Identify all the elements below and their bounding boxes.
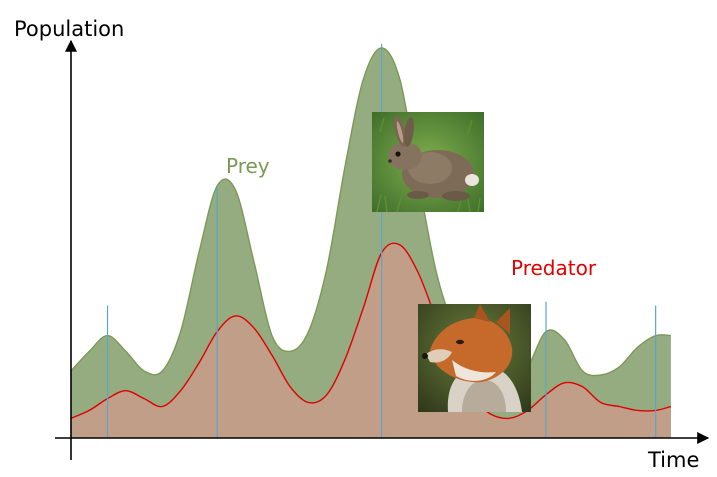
prey-series-label: Prey [226, 154, 270, 178]
rabbit-image [372, 112, 484, 213]
plot-area [70, 47, 672, 439]
x-axis-label: Time [647, 448, 699, 472]
predator-area [71, 243, 671, 438]
prey-line [70, 47, 671, 388]
y-axis-label: Population [14, 17, 124, 41]
fox-image [418, 304, 531, 412]
predator-line [70, 242, 672, 420]
predator-series-label: Predator [511, 256, 597, 280]
peak-markers [106, 44, 657, 438]
